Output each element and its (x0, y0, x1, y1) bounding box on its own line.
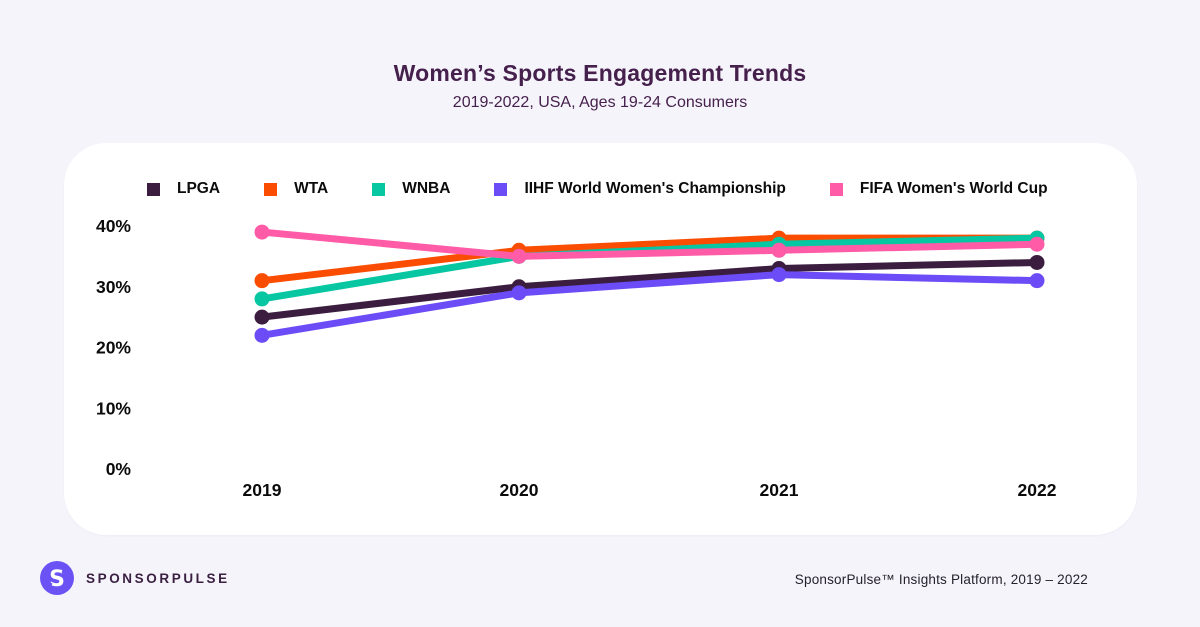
legend-swatch-icon (264, 182, 278, 196)
y-axis-tick-label: 0% (106, 459, 132, 479)
line-chart-plot: 0% 10% 20% 30% 40% 2019 2020 2021 2022 (96, 216, 1057, 500)
chart-point-lpga (1029, 254, 1045, 270)
chart-title: Women’s Sports Engagement Trends (393, 60, 807, 86)
y-axis-tick-label: 30% (96, 277, 131, 297)
chart-header: Women’s Sports Engagement Trends 2019-20… (0, 0, 1200, 112)
y-axis-tick-label: 40% (96, 216, 131, 236)
legend-item: FIFA Women's World Cup (829, 180, 1048, 198)
legend-item: IIHF World Women's Championship (494, 180, 786, 198)
chart-point-iihf-world-women-s-championship (254, 327, 270, 343)
chart-point-wnba (254, 291, 270, 307)
legend-item: LPGA (147, 180, 220, 198)
chart-point-fifa-women-s-world-cup (1029, 236, 1045, 252)
legend-swatch-icon (147, 182, 160, 196)
chart-line-fifa-women-s-world-cup (258, 228, 1041, 260)
chart-line-iihf-world-women-s-championship (258, 271, 1041, 339)
chart-point-wta (254, 273, 270, 289)
chart-point-fifa-women-s-world-cup (254, 224, 270, 240)
chart-subtitle: 2019-2022, USA, Ages 19-24 Consumers (452, 94, 748, 111)
x-axis-tick-label: 2022 (1018, 480, 1057, 500)
chart-line-lpga (258, 258, 1041, 321)
chart-point-iihf-world-women-s-championship (771, 267, 787, 283)
chart-point-iihf-world-women-s-championship (511, 285, 527, 301)
legend-label: WTA (294, 180, 329, 197)
x-axis-tick-label: 2021 (760, 480, 799, 500)
brand-name: SPONSORPULSE (86, 570, 230, 586)
chart-point-fifa-women-s-world-cup (771, 242, 787, 258)
legend-label: WNBA (402, 180, 451, 197)
legend-item: WTA (264, 180, 328, 198)
y-axis-tick-label: 10% (96, 398, 131, 418)
chart-legend: LPGA WTA WNBA IIHF World Women's Championsh… (147, 180, 1048, 198)
legend-label: FIFA Women's World Cup (859, 180, 1048, 197)
chart-point-fifa-women-s-world-cup (511, 248, 527, 264)
legend-item: WNBA (372, 180, 450, 198)
footer-brand: S SPONSORPULSE (40, 561, 230, 595)
legend-swatch-icon (494, 182, 508, 196)
legend-swatch-icon (372, 182, 386, 196)
legend-swatch-icon (829, 182, 843, 196)
x-axis-tick-label: 2019 (243, 480, 282, 500)
svg-text:S: S (49, 567, 65, 592)
legend-label: LPGA (177, 180, 221, 197)
chart-card: LPGA WTA WNBA IIHF World Women's Championsh… (64, 143, 1137, 535)
legend-label: IIHF World Women's Championship (524, 180, 786, 197)
x-axis-tick-label: 2020 (500, 480, 539, 500)
chart-point-iihf-world-women-s-championship (1029, 273, 1045, 289)
attribution-text: SponsorPulse™ Insights Platform, 2019 – … (794, 572, 1088, 587)
chart-point-lpga (254, 309, 270, 325)
y-axis-tick-label: 20% (96, 338, 131, 358)
sponsorpulse-logo-icon: S (40, 561, 74, 595)
